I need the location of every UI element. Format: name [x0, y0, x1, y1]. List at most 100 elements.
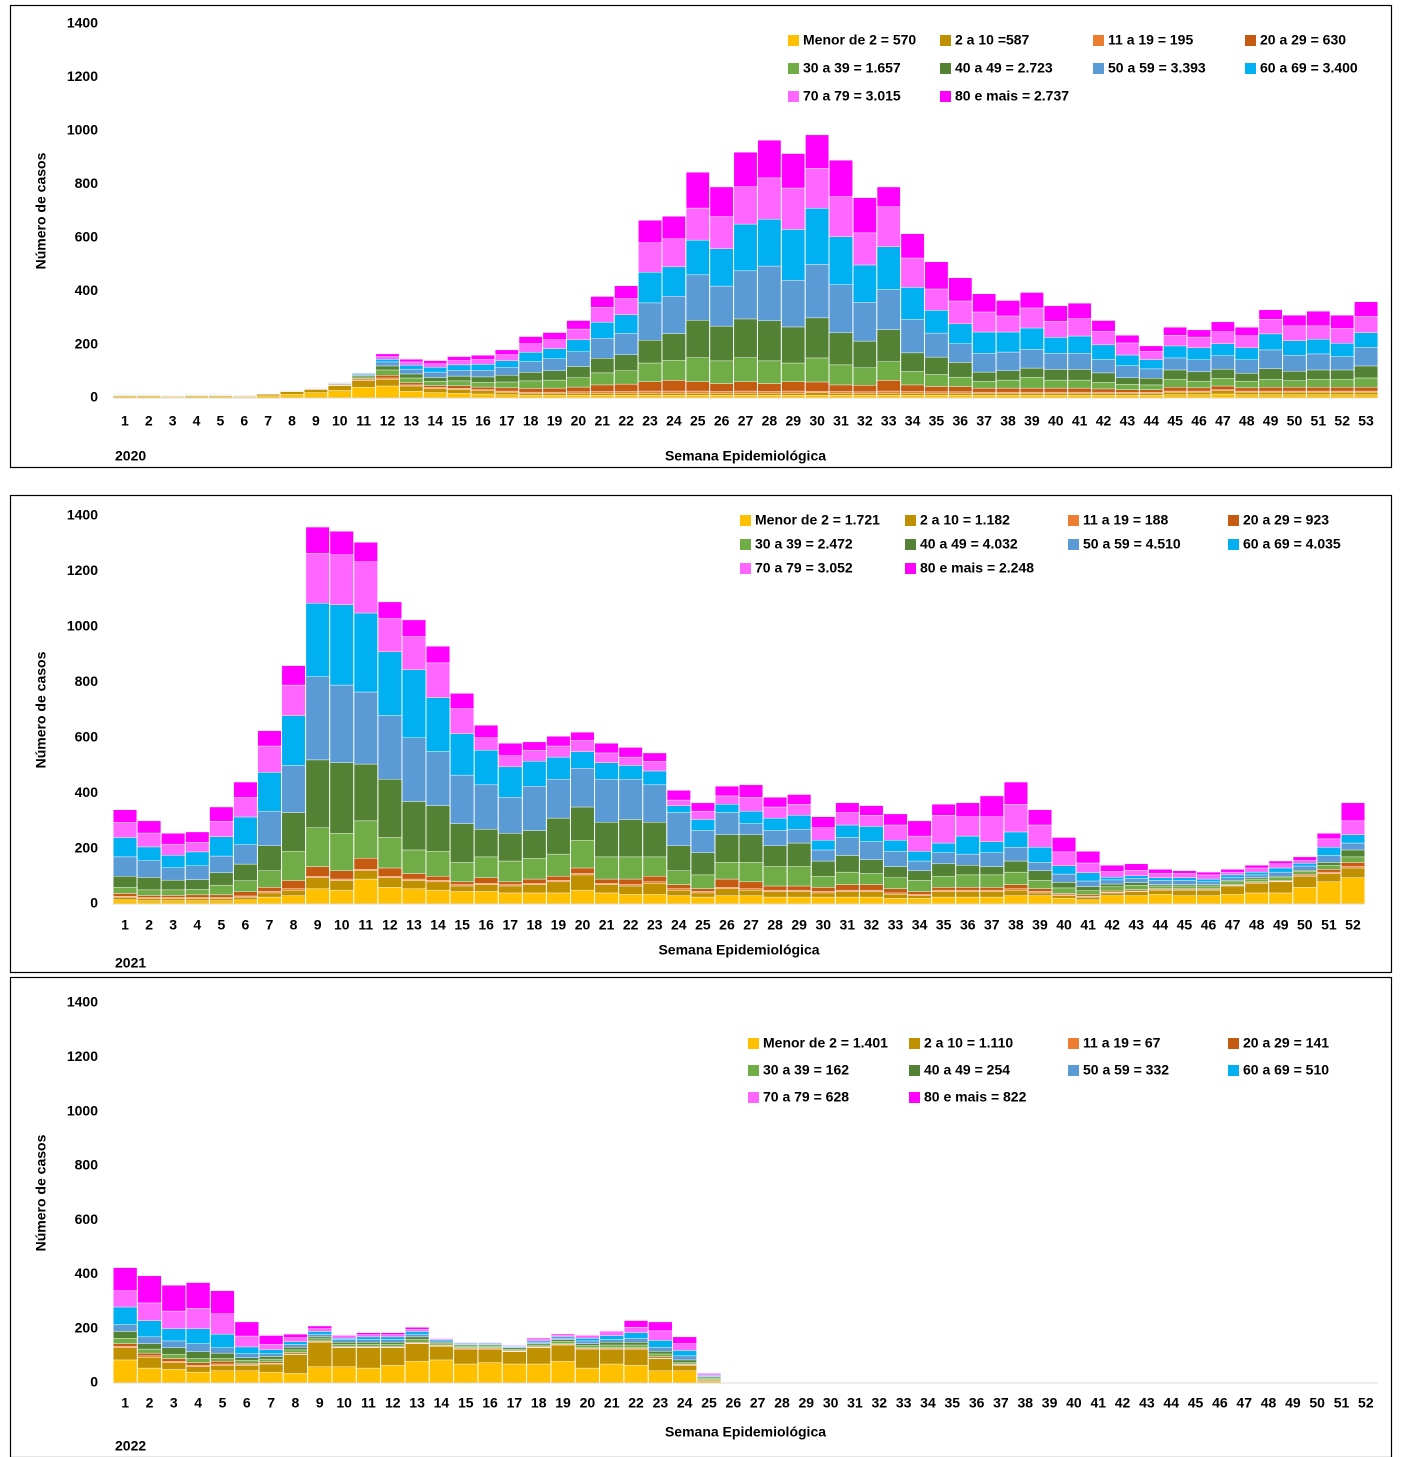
bar-segment [757, 391, 782, 394]
bar-segment [526, 1340, 551, 1343]
bar-segment [518, 343, 543, 353]
legend-label: 40 a 49 = 4.032 [920, 536, 1018, 552]
bar-segment [618, 819, 643, 858]
x-tick-label: 7 [264, 413, 272, 429]
bar-segment [763, 817, 788, 831]
bar-segment [859, 889, 884, 892]
legend-label: Menor de 2 = 570 [803, 32, 916, 48]
bar-segment [161, 1340, 186, 1348]
bar-segment [575, 1338, 600, 1342]
bar-segment [1244, 892, 1269, 905]
bar-segment [599, 1332, 624, 1336]
bar-segment [666, 845, 691, 871]
bar-segment [1100, 892, 1125, 896]
bar-segment [972, 311, 997, 333]
y-tick-label: 1200 [67, 68, 98, 84]
bar-segment [1172, 870, 1197, 874]
bar-segment [763, 896, 788, 905]
bar-segment [1115, 354, 1140, 366]
bar-segment [329, 604, 354, 686]
bar-segment [233, 797, 258, 818]
bar-segment [1268, 863, 1293, 869]
bar-segment [1043, 337, 1068, 354]
bar-segment [859, 841, 884, 860]
x-tick-label: 45 [1188, 1395, 1204, 1411]
bar-segment [1187, 347, 1211, 360]
bar-segment [113, 899, 137, 905]
bar-segment [380, 1343, 405, 1347]
bar-segment [161, 1361, 186, 1363]
bar-segment [972, 353, 997, 373]
bar-segment [1115, 389, 1140, 393]
bar-segment [281, 895, 306, 905]
bar-segment [763, 830, 788, 846]
bar-segment [332, 1342, 357, 1345]
legend-swatch [909, 1092, 920, 1103]
y-tick-label: 1200 [67, 562, 98, 578]
bar-segment [781, 153, 806, 189]
bar-segment [380, 1334, 405, 1338]
bar-segment [351, 380, 376, 388]
bar-segment [1163, 357, 1187, 371]
x-tick-label: 9 [316, 1395, 324, 1411]
bar-segment [332, 1335, 357, 1338]
x-tick-label: 3 [169, 413, 177, 429]
bar-segment [853, 367, 877, 386]
bar-segment [471, 393, 495, 399]
bar-segment [575, 1336, 600, 1339]
x-tick-label: 25 [701, 1395, 717, 1411]
x-tick-label: 30 [823, 1395, 839, 1411]
bar-segment [739, 823, 763, 835]
bar-segment [546, 853, 571, 877]
bar-segment [1306, 387, 1331, 392]
bar-segment [1139, 359, 1164, 370]
bar-segment [696, 1373, 722, 1375]
bar-segment [478, 1348, 503, 1363]
bar-segment [1316, 865, 1341, 870]
bar-segment [518, 372, 543, 382]
bar-segment [618, 878, 643, 885]
bar-segment [137, 832, 162, 848]
bar-segment [1124, 863, 1149, 871]
bar-segment [518, 336, 543, 344]
bar-segment [498, 797, 523, 834]
bar-segment [522, 858, 547, 880]
bar-segment [829, 392, 853, 396]
bar-segment [739, 889, 763, 896]
bar-segment [924, 392, 949, 396]
legend-label: 70 a 79 = 3.052 [755, 560, 853, 576]
bar-segment [614, 370, 638, 385]
bar-segment [690, 888, 715, 892]
legend-swatch [1068, 1038, 1079, 1049]
bar-segment [478, 1362, 503, 1384]
x-tick-label: 46 [1201, 917, 1217, 933]
bar-segment [1124, 869, 1149, 876]
bar-segment [546, 756, 571, 780]
x-tick-label: 28 [767, 917, 783, 933]
bar-segment [353, 612, 378, 693]
legend-label: 11 a 19 = 188 [1083, 512, 1168, 528]
x-tick-label: 38 [1008, 917, 1024, 933]
bar-segment [356, 1347, 381, 1369]
legend-swatch [1068, 515, 1079, 526]
bar-segment [137, 846, 162, 861]
bar-segment [1316, 871, 1341, 874]
bar-segment [1196, 878, 1221, 883]
bar-segment [113, 876, 137, 888]
bar-segment [853, 384, 877, 393]
bar-segment [471, 364, 495, 371]
bar-segment [900, 352, 925, 372]
bar-segment [1220, 871, 1245, 876]
legend-label: 70 a 79 = 3.015 [803, 88, 901, 104]
bar-segment [502, 1348, 527, 1351]
x-tick-label: 37 [976, 413, 992, 429]
bar-segment [662, 296, 686, 334]
bar-segment [1187, 380, 1211, 389]
bar-segment [542, 358, 567, 371]
bar-segment [979, 841, 1004, 853]
bar-segment [307, 1331, 332, 1335]
bar-segment [781, 229, 806, 281]
bar-segment [1091, 331, 1116, 346]
bar-segment [1220, 885, 1245, 895]
